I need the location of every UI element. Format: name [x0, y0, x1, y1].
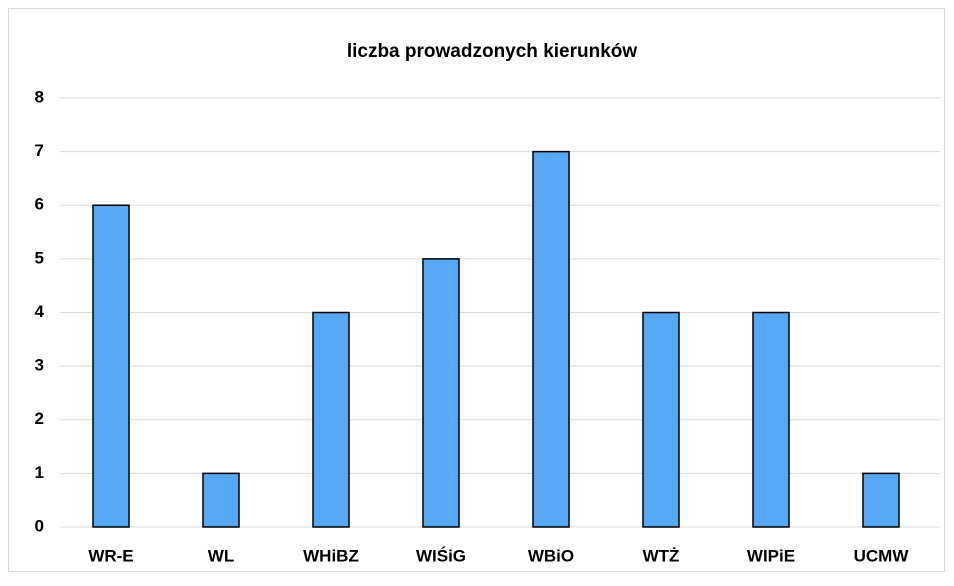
x-tick-label: WIŚiG [416, 546, 466, 565]
bar [202, 472, 240, 528]
bar [312, 311, 350, 528]
y-tick-label: 4 [35, 302, 45, 321]
y-tick-label: 7 [35, 141, 44, 160]
y-tick-label: 8 [35, 87, 44, 106]
x-tick-label: WR-E [88, 546, 133, 565]
y-tick-label: 3 [35, 356, 44, 375]
x-tick-label: WIPiE [747, 546, 795, 565]
y-tick-label: 5 [35, 248, 44, 267]
x-tick-label: UCMW [854, 546, 910, 565]
y-tick-label: 6 [35, 195, 44, 214]
bar [532, 150, 570, 528]
y-tick-label: 2 [35, 409, 44, 428]
x-tick-label: WTŻ [643, 546, 680, 565]
x-tick-label: WBiO [528, 546, 574, 565]
bar [422, 258, 460, 528]
bar [752, 311, 790, 528]
chart-border [8, 8, 945, 572]
y-tick-label: 1 [35, 463, 44, 482]
bar [92, 204, 130, 528]
bar [642, 311, 680, 528]
x-tick-label: WL [208, 546, 234, 565]
x-tick-label: WHiBZ [303, 546, 359, 565]
bar [862, 472, 900, 528]
chart-title: liczba prowadzonych kierunków [347, 41, 638, 62]
y-tick-label: 0 [35, 516, 44, 535]
